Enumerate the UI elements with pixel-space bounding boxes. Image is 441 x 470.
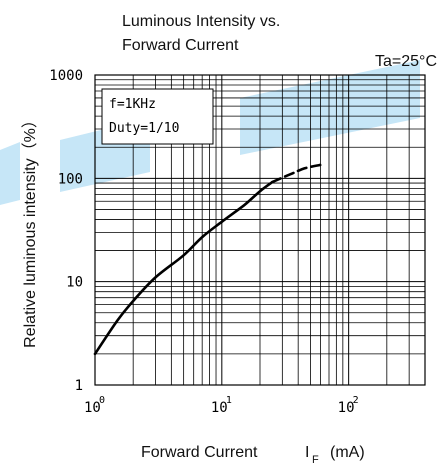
chart-title-line2: Forward Current bbox=[122, 37, 239, 54]
grid bbox=[95, 75, 425, 385]
x-tick-base: 10 bbox=[211, 400, 228, 416]
x-tick-exponent: 1 bbox=[226, 395, 232, 406]
y-tick-label: 10 bbox=[66, 275, 83, 291]
annotation-frequency: f=1KHz bbox=[109, 97, 156, 112]
x-tick-label: 102 bbox=[338, 395, 359, 416]
annotation-duty: Duty=1/10 bbox=[109, 121, 179, 136]
x-tick-exponent: 0 bbox=[99, 395, 105, 406]
x-tick-base: 10 bbox=[338, 400, 355, 416]
x-tick-exponent: 2 bbox=[353, 395, 359, 406]
x-tick-base: 10 bbox=[84, 400, 101, 416]
y-axis-label: Relative luminous intensity（%） bbox=[21, 112, 39, 348]
y-tick-label: 100 bbox=[58, 171, 83, 187]
y-tick-labels: 1 10 100 1000 bbox=[49, 68, 83, 394]
annotation-box: f=1KHz Duty=1/10 bbox=[101, 88, 214, 145]
y-tick-label: 1000 bbox=[49, 68, 83, 84]
watermark-shape bbox=[0, 142, 20, 205]
x-axis-label-text: Forward Current bbox=[141, 444, 258, 461]
x-tick-labels: 100 101 102 bbox=[84, 395, 359, 416]
x-axis-label: Forward Current I F (mA) bbox=[141, 444, 365, 466]
condition-label: Ta=25°C bbox=[375, 53, 437, 70]
series-measured-line bbox=[93, 180, 274, 356]
x-axis-label-symbol: I bbox=[305, 444, 309, 461]
x-tick-label: 101 bbox=[211, 395, 232, 416]
plot-frame bbox=[94, 74, 426, 386]
x-tick-label: 100 bbox=[84, 395, 105, 416]
x-axis-label-unit: (mA) bbox=[330, 444, 365, 461]
chart-title-line1: Luminous Intensity vs. bbox=[122, 13, 280, 30]
watermark-shape bbox=[240, 60, 420, 155]
series-extrapolated-line bbox=[271, 163, 322, 184]
annotation-frame bbox=[101, 88, 214, 145]
x-axis-label-subscript: F bbox=[312, 454, 319, 466]
series-group bbox=[93, 163, 322, 356]
y-tick-label: 1 bbox=[75, 378, 83, 394]
